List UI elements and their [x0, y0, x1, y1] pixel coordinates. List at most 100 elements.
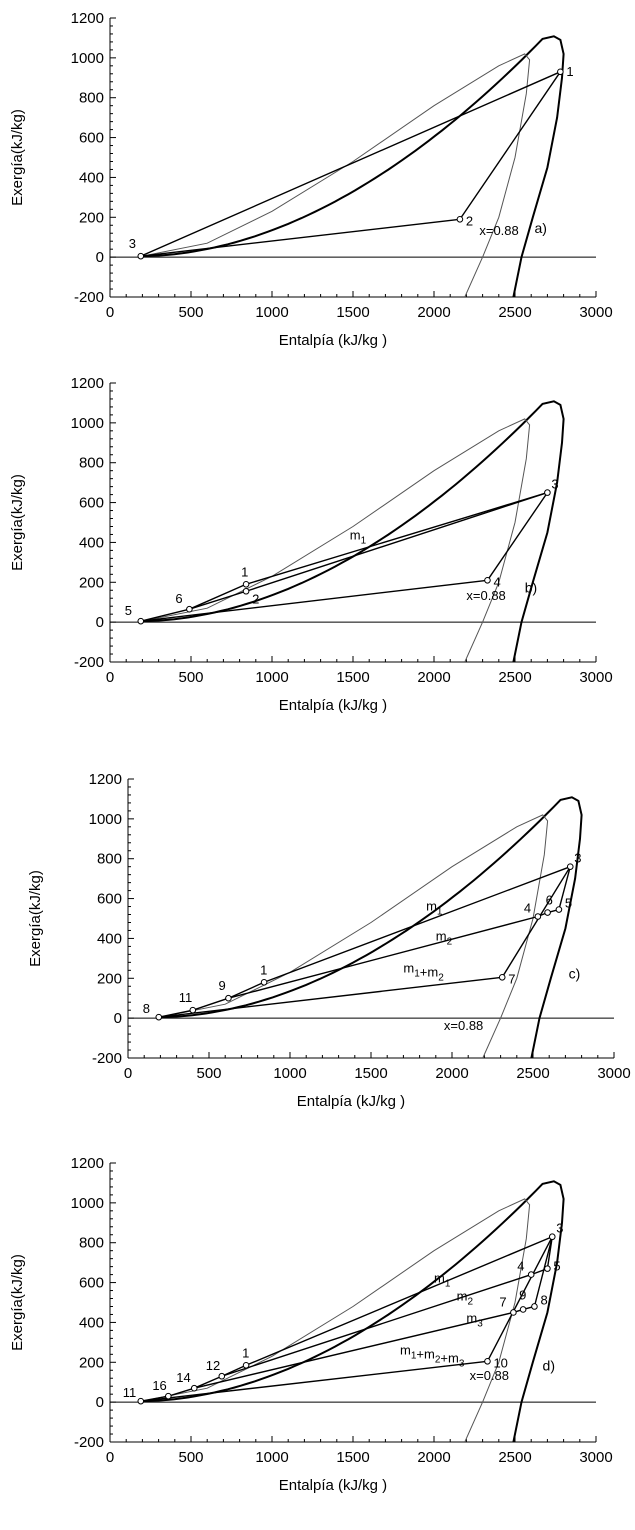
y-tick-label: 0 — [114, 1010, 122, 1027]
state-point — [190, 1384, 198, 1392]
state-point-label: 4 — [517, 1259, 524, 1274]
panel-label: c) — [569, 965, 581, 981]
x-tick-label: 1000 — [255, 669, 288, 686]
state-point — [225, 994, 232, 1002]
state-point-label: 6 — [175, 591, 182, 606]
x-tick-label: 2000 — [417, 1449, 450, 1466]
state-point — [510, 1309, 517, 1316]
y-tick-label: 800 — [79, 90, 104, 107]
quality-curve — [160, 814, 549, 1058]
state-point — [242, 1361, 250, 1369]
y-axis-title: Exergía(kJ/kg) — [9, 109, 26, 206]
state-point — [189, 1006, 197, 1014]
cycle-segment — [501, 866, 571, 978]
y-tick-label: 1000 — [71, 1195, 104, 1212]
x-tick-label: 3000 — [579, 304, 612, 321]
x-tick-label: 0 — [124, 1065, 132, 1082]
cycle-segment — [486, 492, 548, 581]
y-tick-label: 600 — [79, 130, 104, 147]
y-tick-label: 1000 — [71, 50, 104, 67]
x-tick-label: 2500 — [498, 304, 531, 321]
state-point — [242, 587, 250, 595]
y-tick-label: 1200 — [71, 375, 104, 392]
mass-flow-label: m3 — [466, 1310, 483, 1329]
y-tick-label: 1200 — [71, 1155, 104, 1172]
state-point — [484, 576, 491, 584]
x-axis-title: Entalpía (kJ/kg ) — [279, 1477, 387, 1494]
panel-label: d) — [543, 1357, 555, 1373]
x-tick-label: 1500 — [336, 304, 369, 321]
mass-flow-label: m1+m2+m3 — [400, 1342, 465, 1369]
y-tick-label: 400 — [79, 1314, 104, 1331]
x-tick-label: 1000 — [273, 1065, 306, 1082]
state-point-label: 10 — [493, 1355, 507, 1370]
y-tick-label: 1200 — [89, 771, 122, 788]
state-point — [155, 1013, 163, 1021]
x-tick-label: 2500 — [498, 1449, 531, 1466]
cycle-segment — [263, 866, 571, 983]
state-point — [498, 973, 506, 981]
cycle-segment — [486, 1236, 553, 1362]
mass-flow-label: m2 — [457, 1289, 474, 1308]
x-tick-label: 1500 — [336, 669, 369, 686]
x-axis-title: Entalpía (kJ/kg ) — [279, 697, 387, 714]
quality-curve — [142, 1198, 531, 1442]
state-point-label: 5 — [125, 603, 132, 618]
y-tick-label: 200 — [79, 574, 104, 591]
x-tick-label: 0 — [106, 304, 114, 321]
cycle-segment — [189, 583, 247, 610]
cycle-segment — [168, 1387, 195, 1397]
cycle-segment — [140, 71, 561, 257]
cycle-segment — [459, 71, 561, 220]
state-point-label: 5 — [553, 1259, 560, 1274]
state-point-label: 11 — [179, 990, 193, 1005]
x-tick-label: 2500 — [516, 1065, 549, 1082]
curves — [140, 1180, 565, 1442]
y-tick-label: 200 — [79, 209, 104, 226]
state-point-label: 1 — [241, 564, 248, 579]
x-tick-label: 500 — [196, 1065, 221, 1082]
state-point-label: 3 — [551, 477, 558, 492]
state-point — [260, 978, 268, 986]
x-tick-label: 1500 — [336, 1449, 369, 1466]
y-tick-label: 400 — [79, 534, 104, 551]
state-point — [566, 863, 574, 870]
state-point — [555, 906, 563, 913]
state-point-label: 14 — [176, 1370, 190, 1385]
x-tick-label: 3000 — [579, 1449, 612, 1466]
state-point — [186, 605, 193, 613]
y-tick-label: 0 — [96, 1394, 104, 1411]
quality-curve — [142, 53, 531, 297]
mass-flow-label: m1 — [350, 527, 367, 546]
quality-curve — [142, 418, 531, 662]
state-point-label: 2 — [466, 213, 473, 228]
state-point-label: 16 — [152, 1378, 166, 1393]
cycle-segment — [140, 579, 488, 622]
state-point-label: 8 — [540, 1292, 547, 1307]
cycle-segment — [189, 590, 247, 610]
mass-flow-label: m1 — [434, 1271, 451, 1290]
y-tick-label: 0 — [96, 614, 104, 631]
saturation-curve — [140, 35, 565, 297]
cycle-segment — [533, 1236, 553, 1307]
state-point-label: 7 — [508, 971, 515, 986]
state-point-label: 1 — [566, 64, 573, 79]
state-point-label: 6 — [546, 893, 553, 908]
y-tick-label: 400 — [79, 169, 104, 186]
y-tick-label: 800 — [79, 455, 104, 472]
mass-flow-label: m1 — [426, 899, 443, 918]
state-point-label: 3 — [556, 1221, 563, 1236]
x-tick-label: 500 — [178, 1449, 203, 1466]
cycle-segment — [228, 981, 265, 999]
state-point — [137, 252, 145, 260]
cycle-segment — [245, 491, 548, 585]
cycle-segment — [192, 997, 229, 1011]
y-axis-title: Exergía(kJ/kg) — [27, 870, 44, 967]
state-point — [165, 1392, 172, 1400]
saturation-curve — [158, 796, 583, 1058]
y-tick-label: -200 — [74, 289, 104, 306]
saturation-curve — [140, 1180, 565, 1442]
